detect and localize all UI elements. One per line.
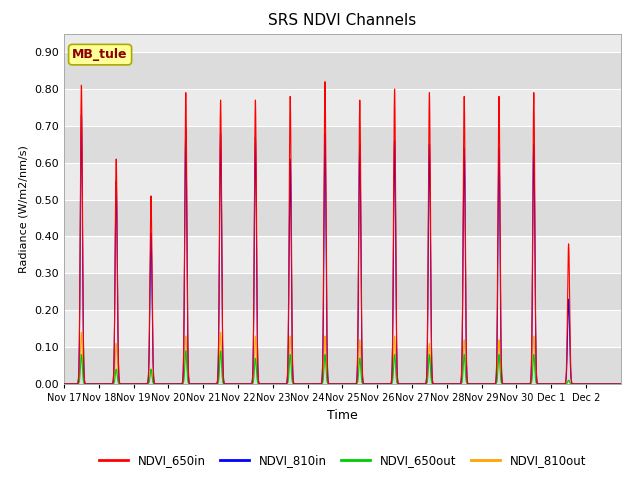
Title: SRS NDVI Channels: SRS NDVI Channels xyxy=(268,13,417,28)
Legend: NDVI_650in, NDVI_810in, NDVI_650out, NDVI_810out: NDVI_650in, NDVI_810in, NDVI_650out, NDV… xyxy=(94,449,591,472)
Y-axis label: Radiance (W/m2/nm/s): Radiance (W/m2/nm/s) xyxy=(19,145,29,273)
X-axis label: Time: Time xyxy=(327,408,358,421)
Bar xyxy=(64,200,621,237)
Bar xyxy=(64,347,621,384)
Text: MB_tule: MB_tule xyxy=(72,48,128,61)
Bar xyxy=(64,126,621,163)
Bar xyxy=(64,273,621,310)
Bar xyxy=(64,310,621,347)
Bar xyxy=(64,89,621,126)
Bar xyxy=(64,163,621,200)
Bar xyxy=(64,52,621,89)
Bar xyxy=(64,237,621,273)
